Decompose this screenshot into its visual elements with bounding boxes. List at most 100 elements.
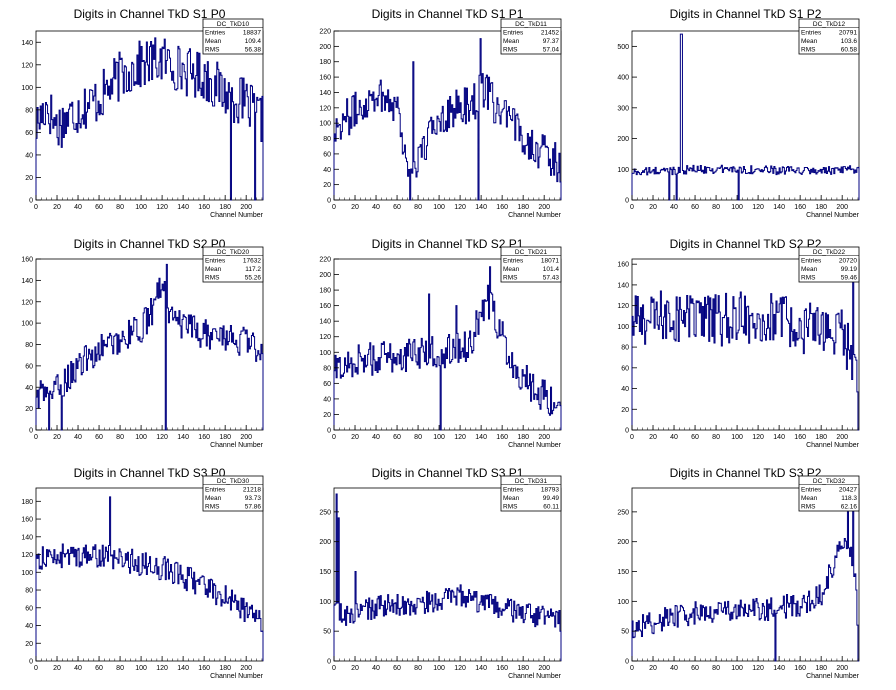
x-tick-label: 140: [475, 434, 487, 441]
histogram-series: [35, 37, 264, 201]
x-axis-label: Channel Number: [508, 442, 562, 449]
y-tick-label: 140: [21, 40, 33, 47]
chart-title: Digits in Channel TkD S3 P1: [372, 466, 524, 480]
histogram-panel: Digits in Channel TkD S1 P1 0 20 40 60 80 100 1…: [319, 7, 561, 219]
x-tick-label: 120: [752, 204, 764, 211]
stats-label: Mean: [503, 38, 520, 45]
stats-box: DC_TkD22 Entries 20720 Mean 99.19 RMS 59.46: [798, 246, 860, 283]
stats-label: RMS: [503, 275, 518, 282]
x-tick-label: 100: [135, 204, 147, 211]
x-tick-label: 80: [116, 204, 124, 211]
y-tick-label: 160: [617, 262, 629, 269]
y-tick-label: 250: [319, 509, 331, 516]
y-tick-label: 60: [25, 130, 33, 137]
y-tick-label: 250: [617, 509, 629, 516]
y-tick-label: 80: [323, 136, 331, 143]
x-tick-label: 160: [496, 204, 508, 211]
plot-frame: [35, 487, 264, 662]
x-tick-label: 200: [240, 665, 252, 672]
stats-value: 97.37: [543, 38, 560, 45]
x-tick-label: 0: [332, 434, 336, 441]
stats-value: 59.46: [841, 275, 858, 282]
stats-value: 55.26: [245, 275, 262, 282]
y-tick-label: 100: [21, 85, 33, 92]
x-axis-label: Channel Number: [210, 442, 264, 449]
y-tick-label: 0: [625, 659, 629, 666]
x-tick-label: 40: [372, 434, 380, 441]
stats-label: Mean: [205, 38, 222, 45]
stats-label: RMS: [205, 504, 220, 511]
y-tick-label: 160: [21, 517, 33, 524]
histogram-series: [631, 499, 859, 662]
x-axis-label: Channel Number: [806, 442, 860, 449]
histogram-panel: Digits in Channel TkD S3 P1 0 20 40 60 80 100 1…: [319, 466, 561, 680]
x-tick-label: 180: [219, 204, 231, 211]
x-tick-label: 120: [156, 434, 168, 441]
x-tick-label: 80: [414, 665, 422, 672]
x-tick-label: 60: [691, 204, 699, 211]
chart-title: Digits in Channel TkD S3 P2: [670, 466, 822, 480]
x-tick-label: 60: [95, 665, 103, 672]
histogram-panel: Digits in Channel TkD S3 P2 0 20 40 60 80 100 1…: [617, 466, 859, 680]
x-tick-label: 200: [836, 434, 848, 441]
y-tick-label: 0: [625, 428, 629, 435]
plot-frame: [631, 258, 860, 431]
plot-frame: [631, 487, 860, 662]
x-tick-label: 40: [372, 665, 380, 672]
stats-box-frame: [202, 246, 264, 283]
x-tick-label: 160: [794, 204, 806, 211]
y-tick-label: 0: [29, 198, 33, 205]
x-tick-label: 100: [731, 665, 743, 672]
plot-frame: [333, 487, 562, 662]
stats-label: RMS: [801, 47, 816, 54]
x-tick-label: 200: [836, 665, 848, 672]
x-tick-label: 180: [815, 204, 827, 211]
x-tick-label: 160: [198, 665, 210, 672]
x-tick-label: 180: [219, 434, 231, 441]
y-tick-label: 120: [319, 105, 331, 112]
y-tick-label: 0: [29, 659, 33, 666]
y-tick-label: 60: [25, 605, 33, 612]
x-tick-label: 20: [649, 434, 657, 441]
x-tick-label: 200: [538, 204, 550, 211]
x-tick-label: 20: [53, 434, 61, 441]
x-tick-label: 20: [351, 434, 359, 441]
chart-title: Digits in Channel TkD S1 P0: [74, 7, 226, 21]
y-tick-label: 20: [323, 412, 331, 419]
x-axis-label: Channel Number: [210, 673, 264, 680]
stats-value: 101.4: [543, 266, 560, 273]
histogram-series: [35, 496, 264, 661]
y-tick-label: 300: [617, 105, 629, 112]
stats-value: 20427: [839, 487, 857, 494]
y-tick-label: 80: [323, 365, 331, 372]
stats-label: Mean: [801, 38, 818, 45]
y-tick-label: 100: [21, 321, 33, 328]
stats-label: RMS: [205, 47, 220, 54]
y-tick-label: 120: [617, 303, 629, 310]
y-tick-label: 200: [617, 136, 629, 143]
x-tick-label: 40: [670, 204, 678, 211]
x-tick-label: 120: [454, 434, 466, 441]
x-tick-label: 40: [372, 204, 380, 211]
y-tick-label: 120: [21, 299, 33, 306]
stats-label: Entries: [205, 30, 226, 37]
x-tick-label: 60: [95, 434, 103, 441]
y-tick-label: 200: [617, 539, 629, 546]
x-tick-label: 200: [836, 204, 848, 211]
x-tick-label: 160: [794, 434, 806, 441]
y-tick-label: 40: [25, 623, 33, 630]
x-tick-label: 20: [649, 204, 657, 211]
stats-box-frame: [798, 246, 860, 283]
x-tick-label: 0: [630, 434, 634, 441]
plot-frame: [333, 258, 562, 431]
y-tick-label: 60: [621, 365, 629, 372]
x-tick-label: 180: [219, 665, 231, 672]
y-tick-label: 500: [617, 44, 629, 51]
stats-box-frame: [500, 475, 562, 512]
x-tick-label: 160: [198, 434, 210, 441]
stats-box-frame: [202, 18, 264, 55]
x-tick-label: 100: [135, 665, 147, 672]
x-tick-label: 80: [116, 665, 124, 672]
x-tick-label: 20: [53, 204, 61, 211]
